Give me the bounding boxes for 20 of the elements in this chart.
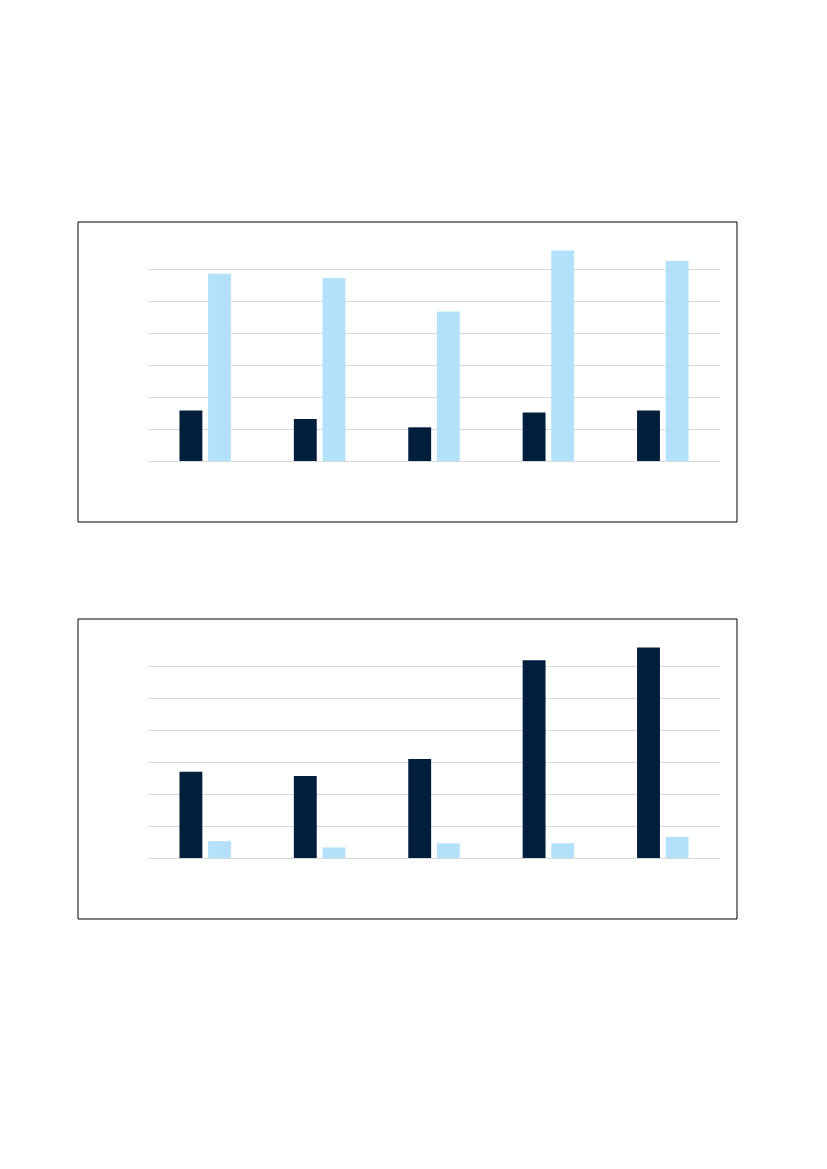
bar [408,427,432,461]
bar [551,843,575,858]
bar [322,847,346,858]
bar [665,261,689,461]
bar [637,410,660,461]
bar [293,418,317,461]
bar [551,250,575,461]
bar [637,647,660,858]
bar [665,836,689,858]
bar [322,277,346,461]
bar [408,759,432,858]
bar [208,273,231,461]
bar [522,412,546,461]
bar [293,775,317,858]
bar [522,660,546,858]
bar [436,843,460,858]
bar [208,841,231,858]
bar [179,410,203,461]
bar [436,311,460,461]
bar [179,771,203,858]
